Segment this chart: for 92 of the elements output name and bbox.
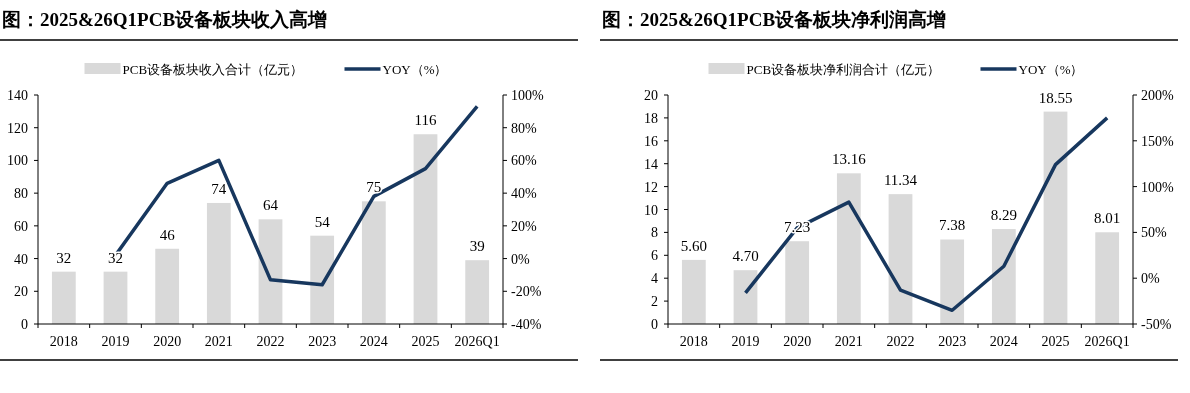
- data-label: 54: [314, 213, 331, 230]
- bar: [103, 271, 128, 324]
- y2-tick-label: -20%: [511, 284, 542, 300]
- y-tick-label: 8: [651, 225, 658, 241]
- bar: [991, 229, 1016, 324]
- bar: [310, 235, 335, 324]
- y-tick-label: 0: [21, 317, 28, 332]
- x-tick-label: 2021: [204, 334, 233, 349]
- x-tick-label: 2025: [411, 334, 440, 349]
- bar: [785, 241, 810, 324]
- data-label: 75: [366, 179, 382, 196]
- y-tick-label: 10: [644, 202, 658, 218]
- data-label: 8.29: [990, 207, 1017, 224]
- x-tick-label: 2019: [731, 334, 760, 349]
- data-label: 64: [263, 197, 279, 214]
- data-label: 74: [211, 180, 227, 197]
- bar: [258, 219, 283, 324]
- y2-tick-label: -40%: [511, 317, 542, 332]
- data-label: 4.70: [732, 248, 759, 265]
- data-label: 11.34: [883, 172, 918, 189]
- data-label: 116: [414, 112, 437, 129]
- legend-label: YOY（%）: [382, 62, 448, 77]
- data-label: 18.55: [1038, 89, 1073, 106]
- chart-title: 图：2025&26Q1PCB设备板块收入高增: [2, 9, 328, 30]
- y-tick-label: 80: [14, 186, 28, 202]
- y-tick-label: 12: [644, 179, 658, 195]
- legend-label: PCB设备板块收入合计（亿元）: [122, 62, 304, 77]
- y2-tick-label: 100%: [511, 88, 544, 103]
- bar: [51, 271, 76, 324]
- legend-label: PCB设备板块净利润合计（亿元）: [746, 62, 941, 77]
- y2-tick-label: 60%: [511, 153, 537, 169]
- y2-tick-label: 0%: [1141, 271, 1160, 287]
- legend-label: YOY（%）: [1018, 62, 1084, 77]
- bar: [465, 260, 490, 324]
- y-tick-label: 0: [651, 317, 658, 332]
- y2-tick-label: 100%: [1141, 179, 1174, 195]
- x-tick-label: 2026Q1: [454, 334, 500, 349]
- data-label: 32: [108, 249, 123, 266]
- x-tick-label: 2024: [989, 334, 1018, 349]
- bar: [361, 201, 386, 324]
- y-tick-label: 4: [651, 271, 658, 287]
- y2-tick-label: -50%: [1141, 317, 1172, 332]
- bar: [1095, 232, 1120, 324]
- y-tick-label: 18: [644, 110, 658, 126]
- bar: [940, 239, 965, 324]
- y-tick-label: 100: [7, 153, 28, 169]
- bar: [888, 194, 913, 324]
- y-tick-label: 2: [651, 294, 658, 310]
- x-tick-label: 2020: [153, 334, 182, 349]
- y2-tick-label: 0%: [511, 251, 530, 267]
- bar: [155, 248, 180, 324]
- x-tick-label: 2026Q1: [1084, 334, 1130, 349]
- data-label: 5.60: [680, 237, 707, 254]
- y2-tick-label: 20%: [511, 218, 537, 234]
- y-tick-label: 14: [644, 156, 658, 172]
- data-label: 13.16: [831, 151, 867, 168]
- x-tick-label: 2019: [101, 334, 130, 349]
- y2-tick-label: 40%: [511, 186, 537, 202]
- bar: [836, 173, 861, 324]
- bar: [681, 259, 706, 324]
- data-label: 46: [159, 226, 176, 243]
- chart-title: 图：2025&26Q1PCB设备板块净利润高增: [602, 9, 947, 30]
- x-tick-label: 2018: [49, 334, 78, 349]
- y-tick-label: 140: [7, 88, 28, 103]
- x-tick-label: 2022: [256, 334, 285, 349]
- y2-tick-label: 50%: [1141, 225, 1167, 241]
- x-tick-label: 2024: [359, 334, 388, 349]
- data-label: 8.01: [1094, 210, 1121, 227]
- x-tick-label: 2022: [886, 334, 915, 349]
- x-tick-label: 2021: [834, 334, 863, 349]
- y2-tick-label: 150%: [1141, 133, 1174, 149]
- y-tick-label: 20: [14, 284, 28, 300]
- y2-tick-label: 80%: [511, 120, 537, 136]
- bar: [413, 134, 438, 324]
- y-tick-label: 6: [651, 248, 658, 264]
- x-tick-label: 2023: [938, 334, 967, 349]
- bar: [1043, 111, 1068, 324]
- x-tick-label: 2018: [679, 334, 708, 349]
- y-tick-label: 16: [644, 133, 658, 149]
- x-tick-label: 2023: [308, 334, 337, 349]
- bar: [206, 202, 231, 324]
- y-tick-label: 20: [644, 88, 658, 103]
- data-label: 39: [469, 238, 485, 255]
- y2-tick-label: 200%: [1141, 88, 1174, 103]
- data-label: 7.38: [939, 217, 966, 234]
- data-label: 32: [56, 249, 72, 266]
- y-tick-label: 60: [14, 218, 28, 234]
- y-tick-label: 120: [7, 120, 28, 136]
- x-tick-label: 2020: [783, 334, 812, 349]
- x-tick-label: 2025: [1041, 334, 1070, 349]
- y-tick-label: 40: [14, 251, 28, 267]
- bar: [733, 270, 758, 324]
